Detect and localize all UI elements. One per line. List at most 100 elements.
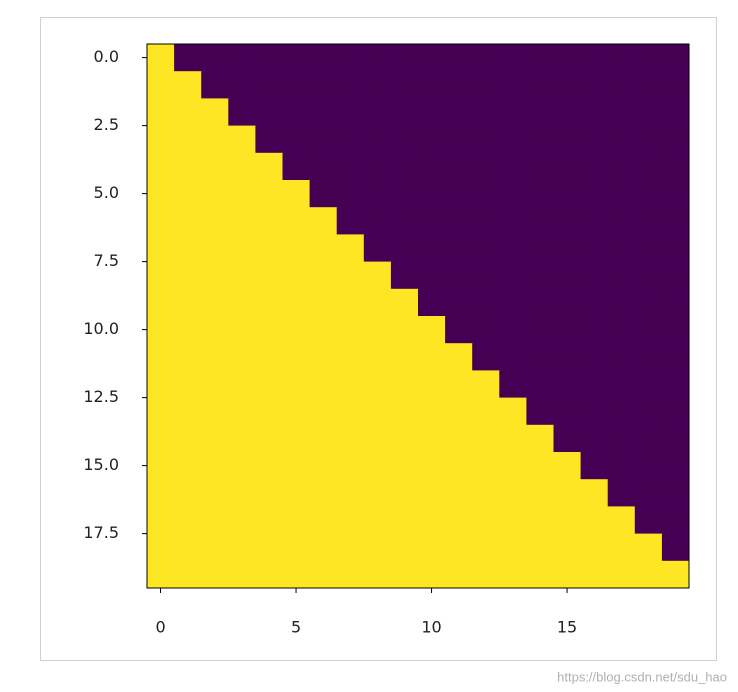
cell	[634, 343, 663, 371]
cell	[445, 71, 473, 99]
cell	[147, 316, 175, 344]
cell	[201, 452, 229, 480]
cell	[445, 180, 473, 208]
cell	[390, 207, 419, 235]
cell	[607, 234, 636, 263]
cell	[390, 125, 419, 154]
cell	[363, 44, 392, 72]
cell	[553, 479, 582, 507]
cell	[499, 207, 527, 235]
cell	[363, 125, 392, 154]
cell	[201, 343, 229, 371]
cell	[418, 370, 446, 399]
cell	[445, 424, 473, 453]
cell	[363, 343, 392, 371]
cell	[282, 343, 311, 371]
cell	[255, 71, 283, 99]
cell	[499, 288, 527, 317]
cell	[580, 316, 609, 344]
cell	[607, 452, 636, 480]
cell	[282, 452, 311, 480]
cell	[580, 207, 609, 235]
cell	[147, 452, 175, 480]
cell	[499, 125, 527, 154]
cell	[418, 397, 446, 426]
cell	[580, 424, 609, 453]
cell	[418, 234, 446, 263]
y-tick-label: 0.0	[94, 47, 119, 66]
cell	[499, 234, 527, 263]
cell	[336, 44, 365, 72]
cell	[174, 424, 202, 453]
cell	[201, 560, 229, 589]
cell	[580, 479, 609, 507]
cell	[309, 452, 338, 480]
cell	[661, 98, 690, 127]
cell	[282, 424, 311, 453]
cell	[499, 343, 527, 371]
cell	[526, 44, 554, 72]
cell	[499, 370, 527, 399]
cell	[418, 343, 446, 371]
cell	[445, 397, 473, 426]
cell	[553, 180, 582, 208]
cell	[282, 560, 311, 589]
cell	[472, 180, 500, 208]
cell	[418, 316, 446, 344]
cell	[336, 234, 365, 263]
cell	[634, 397, 663, 426]
cell	[228, 316, 256, 344]
cell	[228, 44, 256, 72]
cell	[201, 370, 229, 399]
cell	[255, 234, 283, 263]
cell	[418, 152, 446, 181]
cell	[336, 343, 365, 371]
cell	[553, 343, 582, 371]
cell	[445, 479, 473, 507]
cell	[174, 397, 202, 426]
cell	[390, 397, 419, 426]
cell	[363, 506, 392, 535]
cell	[147, 424, 175, 453]
cell	[228, 424, 256, 453]
cell	[201, 98, 229, 127]
cell	[553, 261, 582, 290]
cell	[499, 506, 527, 535]
cell	[282, 152, 311, 181]
cell	[363, 71, 392, 99]
cell	[201, 479, 229, 507]
cell	[201, 207, 229, 235]
cell	[661, 207, 690, 235]
cell	[499, 452, 527, 480]
cell	[607, 288, 636, 317]
cell	[336, 207, 365, 235]
cell	[174, 71, 202, 99]
cell	[309, 125, 338, 154]
cell	[228, 207, 256, 235]
cell	[174, 506, 202, 535]
cell	[607, 397, 636, 426]
cell	[499, 71, 527, 99]
cell	[390, 424, 419, 453]
cell	[336, 424, 365, 453]
cell	[309, 343, 338, 371]
cell	[282, 370, 311, 399]
cell	[228, 234, 256, 263]
cell	[147, 180, 175, 208]
cell	[472, 479, 500, 507]
cell	[282, 44, 311, 72]
cell	[526, 288, 554, 317]
cell	[418, 533, 446, 562]
cell	[445, 343, 473, 371]
cell	[174, 234, 202, 263]
cell	[580, 506, 609, 535]
cell	[553, 71, 582, 99]
y-tick-label: 2.5	[94, 115, 119, 134]
cell	[661, 506, 690, 535]
cell	[445, 44, 473, 72]
cell	[201, 288, 229, 317]
cell	[445, 234, 473, 263]
cell	[553, 506, 582, 535]
cell	[255, 261, 283, 290]
cell	[309, 234, 338, 263]
